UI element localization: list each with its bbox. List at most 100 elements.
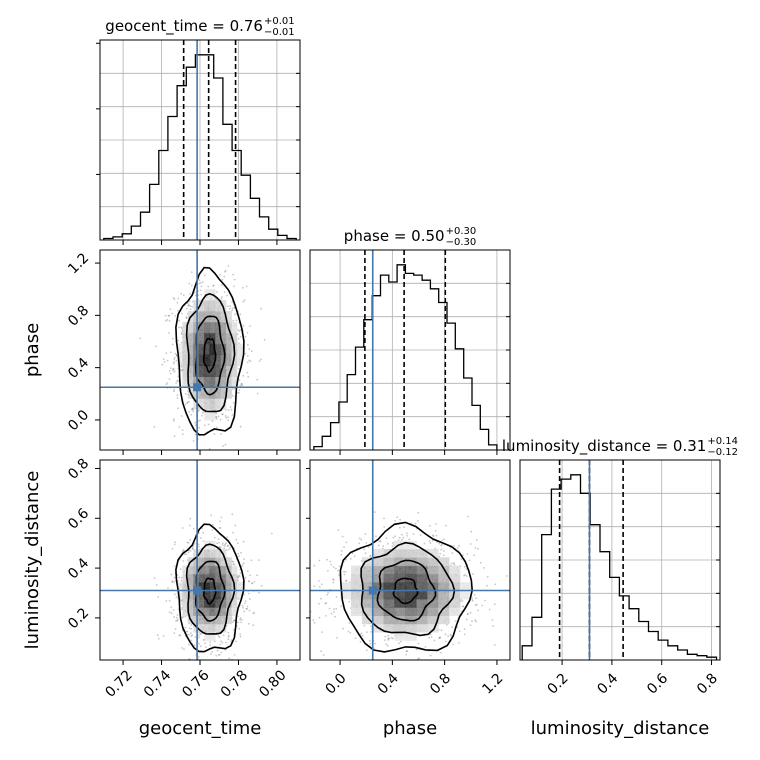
scatter-point xyxy=(191,548,194,550)
scatter-point xyxy=(260,584,263,587)
scatter-point xyxy=(398,536,401,539)
density-cell xyxy=(226,607,232,616)
scatter-point xyxy=(177,380,180,382)
scatter-point xyxy=(166,318,169,321)
density-cell xyxy=(438,615,450,625)
density-cell xyxy=(383,607,395,616)
density-cell xyxy=(383,549,395,558)
x-tick-label-phase: 0.4 xyxy=(375,670,402,697)
scatter-point xyxy=(176,614,179,616)
y-tick-label-phase: 0.0 xyxy=(65,407,92,434)
scatter-point xyxy=(467,612,469,615)
scatter-point xyxy=(334,615,337,618)
scatter-point xyxy=(330,563,333,566)
scatter-point xyxy=(356,662,358,664)
scatter-point xyxy=(174,628,177,630)
density-cell xyxy=(372,573,385,583)
scatter-point xyxy=(247,343,249,346)
scatter-point xyxy=(258,559,260,561)
scatter-point xyxy=(494,583,497,586)
density-cell xyxy=(405,607,417,616)
density-cell xyxy=(226,615,232,625)
scatter-point xyxy=(178,634,181,637)
density-cell xyxy=(209,598,216,608)
density-cell xyxy=(226,590,232,600)
scatter-point xyxy=(327,591,330,594)
scatter-point xyxy=(465,575,468,577)
scatter-point xyxy=(233,619,236,622)
hist-title-phase: phase = 0.50 +0.30−0.30 xyxy=(344,226,476,248)
density-cell xyxy=(215,623,221,633)
scatter-point xyxy=(439,636,442,639)
density-cell xyxy=(209,365,216,377)
scatter-point xyxy=(241,286,244,289)
scatter-point xyxy=(470,530,473,533)
density-cell xyxy=(449,573,461,583)
scatter-point xyxy=(394,520,397,522)
scatter-point xyxy=(326,558,328,561)
scatter-point xyxy=(231,621,234,623)
scatter-point xyxy=(244,665,246,667)
density-cell xyxy=(193,549,200,558)
scatter-point xyxy=(180,369,182,371)
density-cell xyxy=(427,557,439,567)
scatter-point xyxy=(322,654,325,656)
scatter-point xyxy=(461,600,464,602)
density-cell xyxy=(372,549,385,558)
density-cell xyxy=(209,321,216,334)
scatter-point xyxy=(349,631,352,634)
scatter-point xyxy=(182,549,185,551)
scatter-point xyxy=(281,628,283,630)
scatter-point xyxy=(207,423,210,426)
scatter-point xyxy=(345,558,347,561)
scatter-point xyxy=(364,533,367,535)
density-cell xyxy=(204,598,211,608)
scatter-point xyxy=(440,548,443,551)
density-cell xyxy=(209,343,216,356)
scatter-point xyxy=(505,575,508,577)
scatter-point xyxy=(200,632,203,635)
scatter-point xyxy=(227,631,230,634)
density-cell xyxy=(394,549,406,558)
scatter-point xyxy=(417,520,419,522)
scatter-point xyxy=(332,581,335,584)
scatter-point xyxy=(219,643,222,646)
x-tick-label-phase: 0.0 xyxy=(323,670,350,697)
density-cell xyxy=(372,582,385,591)
density-cell xyxy=(438,557,450,567)
density-cell xyxy=(215,573,221,583)
truth-marker xyxy=(193,383,202,392)
scatter-point xyxy=(383,526,386,528)
scatter-point xyxy=(318,559,321,562)
scatter-point xyxy=(174,541,176,543)
density-cell xyxy=(182,607,189,616)
scatter-point xyxy=(223,547,226,550)
scatter-point xyxy=(173,632,176,634)
scatter-point xyxy=(187,551,190,554)
scatter-point xyxy=(208,448,211,450)
density-cell xyxy=(226,557,232,567)
scatter-point xyxy=(324,602,327,605)
title-param-name: luminosity_distance = 0.31 xyxy=(502,437,706,456)
scatter-point xyxy=(405,653,408,656)
scatter-point xyxy=(219,546,222,549)
scatter-point xyxy=(365,649,368,652)
density-cell xyxy=(198,582,205,591)
scatter-point xyxy=(198,642,200,645)
scatter-point xyxy=(250,559,253,562)
scatter-point xyxy=(238,368,241,370)
scatter-point xyxy=(185,307,188,310)
scatter-point xyxy=(232,563,235,565)
title-upper-error: +0.01 xyxy=(264,16,295,27)
density-cell xyxy=(405,623,417,633)
scatter-point xyxy=(232,401,235,404)
scatter-point xyxy=(451,562,453,565)
density-cell xyxy=(182,565,189,575)
scatter-point xyxy=(387,637,390,640)
histogram-geocent_time xyxy=(103,54,297,240)
density-cell xyxy=(182,332,189,345)
density-cell xyxy=(215,311,221,323)
scatter-point xyxy=(369,555,372,557)
scatter-point xyxy=(318,586,321,588)
scatter-point xyxy=(440,544,442,547)
